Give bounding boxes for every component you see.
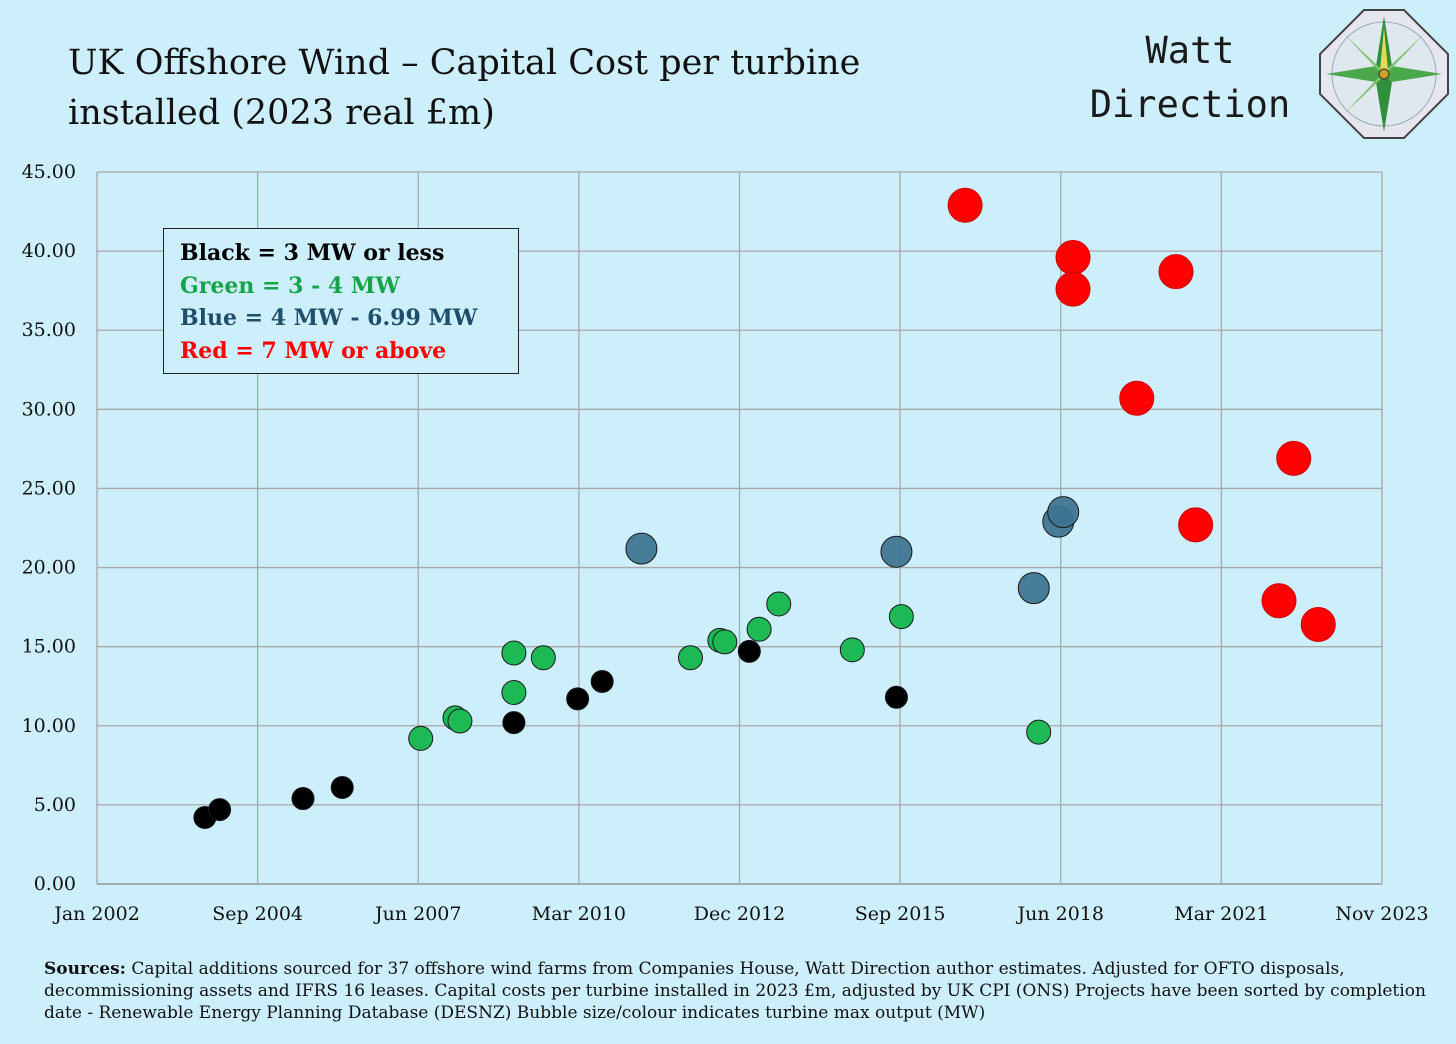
bubble-green <box>839 637 865 663</box>
x-tick-label: Jun 2018 <box>1016 903 1104 925</box>
bubble-blue <box>625 532 658 565</box>
y-tick-label: 10.00 <box>22 715 76 737</box>
bubble-black <box>884 685 908 709</box>
bubble-black <box>208 798 232 822</box>
chart-title: UK Offshore Wind – Capital Cost per turb… <box>68 38 1028 138</box>
legend: Black = 3 MW or less Green = 3 - 4 MW Bl… <box>163 228 519 374</box>
bubble-blue <box>1017 572 1050 605</box>
y-tick-label: 15.00 <box>22 636 76 658</box>
bubble-green <box>677 645 703 671</box>
bubble-black <box>291 787 315 811</box>
bubble-green <box>746 616 772 642</box>
brand-line-2: Direction <box>1089 83 1291 126</box>
y-tick-label: 35.00 <box>22 319 76 341</box>
bubble-green <box>888 604 914 630</box>
bubble-black <box>566 687 590 711</box>
bubble-green <box>501 640 527 666</box>
bubble-blue <box>880 535 913 568</box>
chart-points <box>193 187 1336 830</box>
sources-note: Sources: Capital additions sourced for 3… <box>44 958 1434 1024</box>
bubble-black <box>737 639 761 663</box>
x-tick-label: Mar 2010 <box>532 903 626 925</box>
bubble-green <box>1026 719 1052 745</box>
bubble-red <box>1055 239 1091 275</box>
x-tick-label: Dec 2012 <box>694 903 786 925</box>
bubble-red <box>1178 507 1214 543</box>
sources-text: Capital additions sourced for 37 offshor… <box>44 959 1426 1023</box>
x-tick-label: Nov 2023 <box>1335 903 1428 925</box>
x-tick-label: Mar 2021 <box>1174 903 1268 925</box>
legend-item-red: Red = 7 MW or above <box>180 337 447 364</box>
x-tick-label: Sep 2004 <box>212 903 303 925</box>
brand-name: Watt Direction <box>1060 24 1320 132</box>
bubble-red <box>1119 380 1155 416</box>
y-tick-label: 40.00 <box>22 240 76 262</box>
legend-item-black: Black = 3 MW or less <box>180 240 445 266</box>
bubble-red <box>1300 607 1336 643</box>
legend-item-blue: Blue = 4 MW - 6.99 MW <box>180 305 478 331</box>
x-tick-label: Jan 2002 <box>52 903 140 925</box>
bubble-green <box>408 725 434 751</box>
y-tick-label: 20.00 <box>22 557 76 579</box>
bubble-red <box>1055 271 1091 307</box>
x-axis-ticks: Jan 2002 Sep 2004 Jun 2007 Mar 2010 Dec 2012… <box>52 903 1428 925</box>
compass-logo-icon <box>1319 9 1449 139</box>
bubble-green <box>766 591 792 617</box>
legend-item-green: Green = 3 - 4 MW <box>180 272 400 299</box>
title-line-2: installed (2023 real £m) <box>68 93 495 133</box>
sources-label: Sources: <box>44 959 126 979</box>
y-tick-label: 0.00 <box>34 873 76 895</box>
bubble-green <box>447 708 473 734</box>
bubble-red <box>1261 583 1297 619</box>
y-tick-label: 45.00 <box>22 161 76 183</box>
x-tick-label: Jun 2007 <box>373 903 461 925</box>
bubble-green <box>530 645 556 671</box>
y-tick-label: 25.00 <box>22 477 76 499</box>
bubble-blue <box>1047 496 1080 529</box>
bubble-green <box>501 680 527 706</box>
bubble-red <box>947 187 983 223</box>
bubble-black <box>590 669 614 693</box>
bubble-red <box>1276 440 1312 476</box>
bubble-black <box>502 711 526 735</box>
brand-line-1: Watt <box>1145 29 1235 72</box>
y-tick-label: 30.00 <box>22 398 76 420</box>
y-tick-label: 5.00 <box>34 794 76 816</box>
title-line-1: UK Offshore Wind – Capital Cost per turb… <box>68 43 861 83</box>
bubble-red <box>1158 254 1194 290</box>
bubble-black <box>330 775 354 799</box>
y-axis-ticks: 0.00 5.00 10.00 15.00 20.00 25.00 30.00 35.00 40… <box>22 161 76 895</box>
x-tick-label: Sep 2015 <box>855 903 946 925</box>
bubble-green <box>712 629 738 655</box>
